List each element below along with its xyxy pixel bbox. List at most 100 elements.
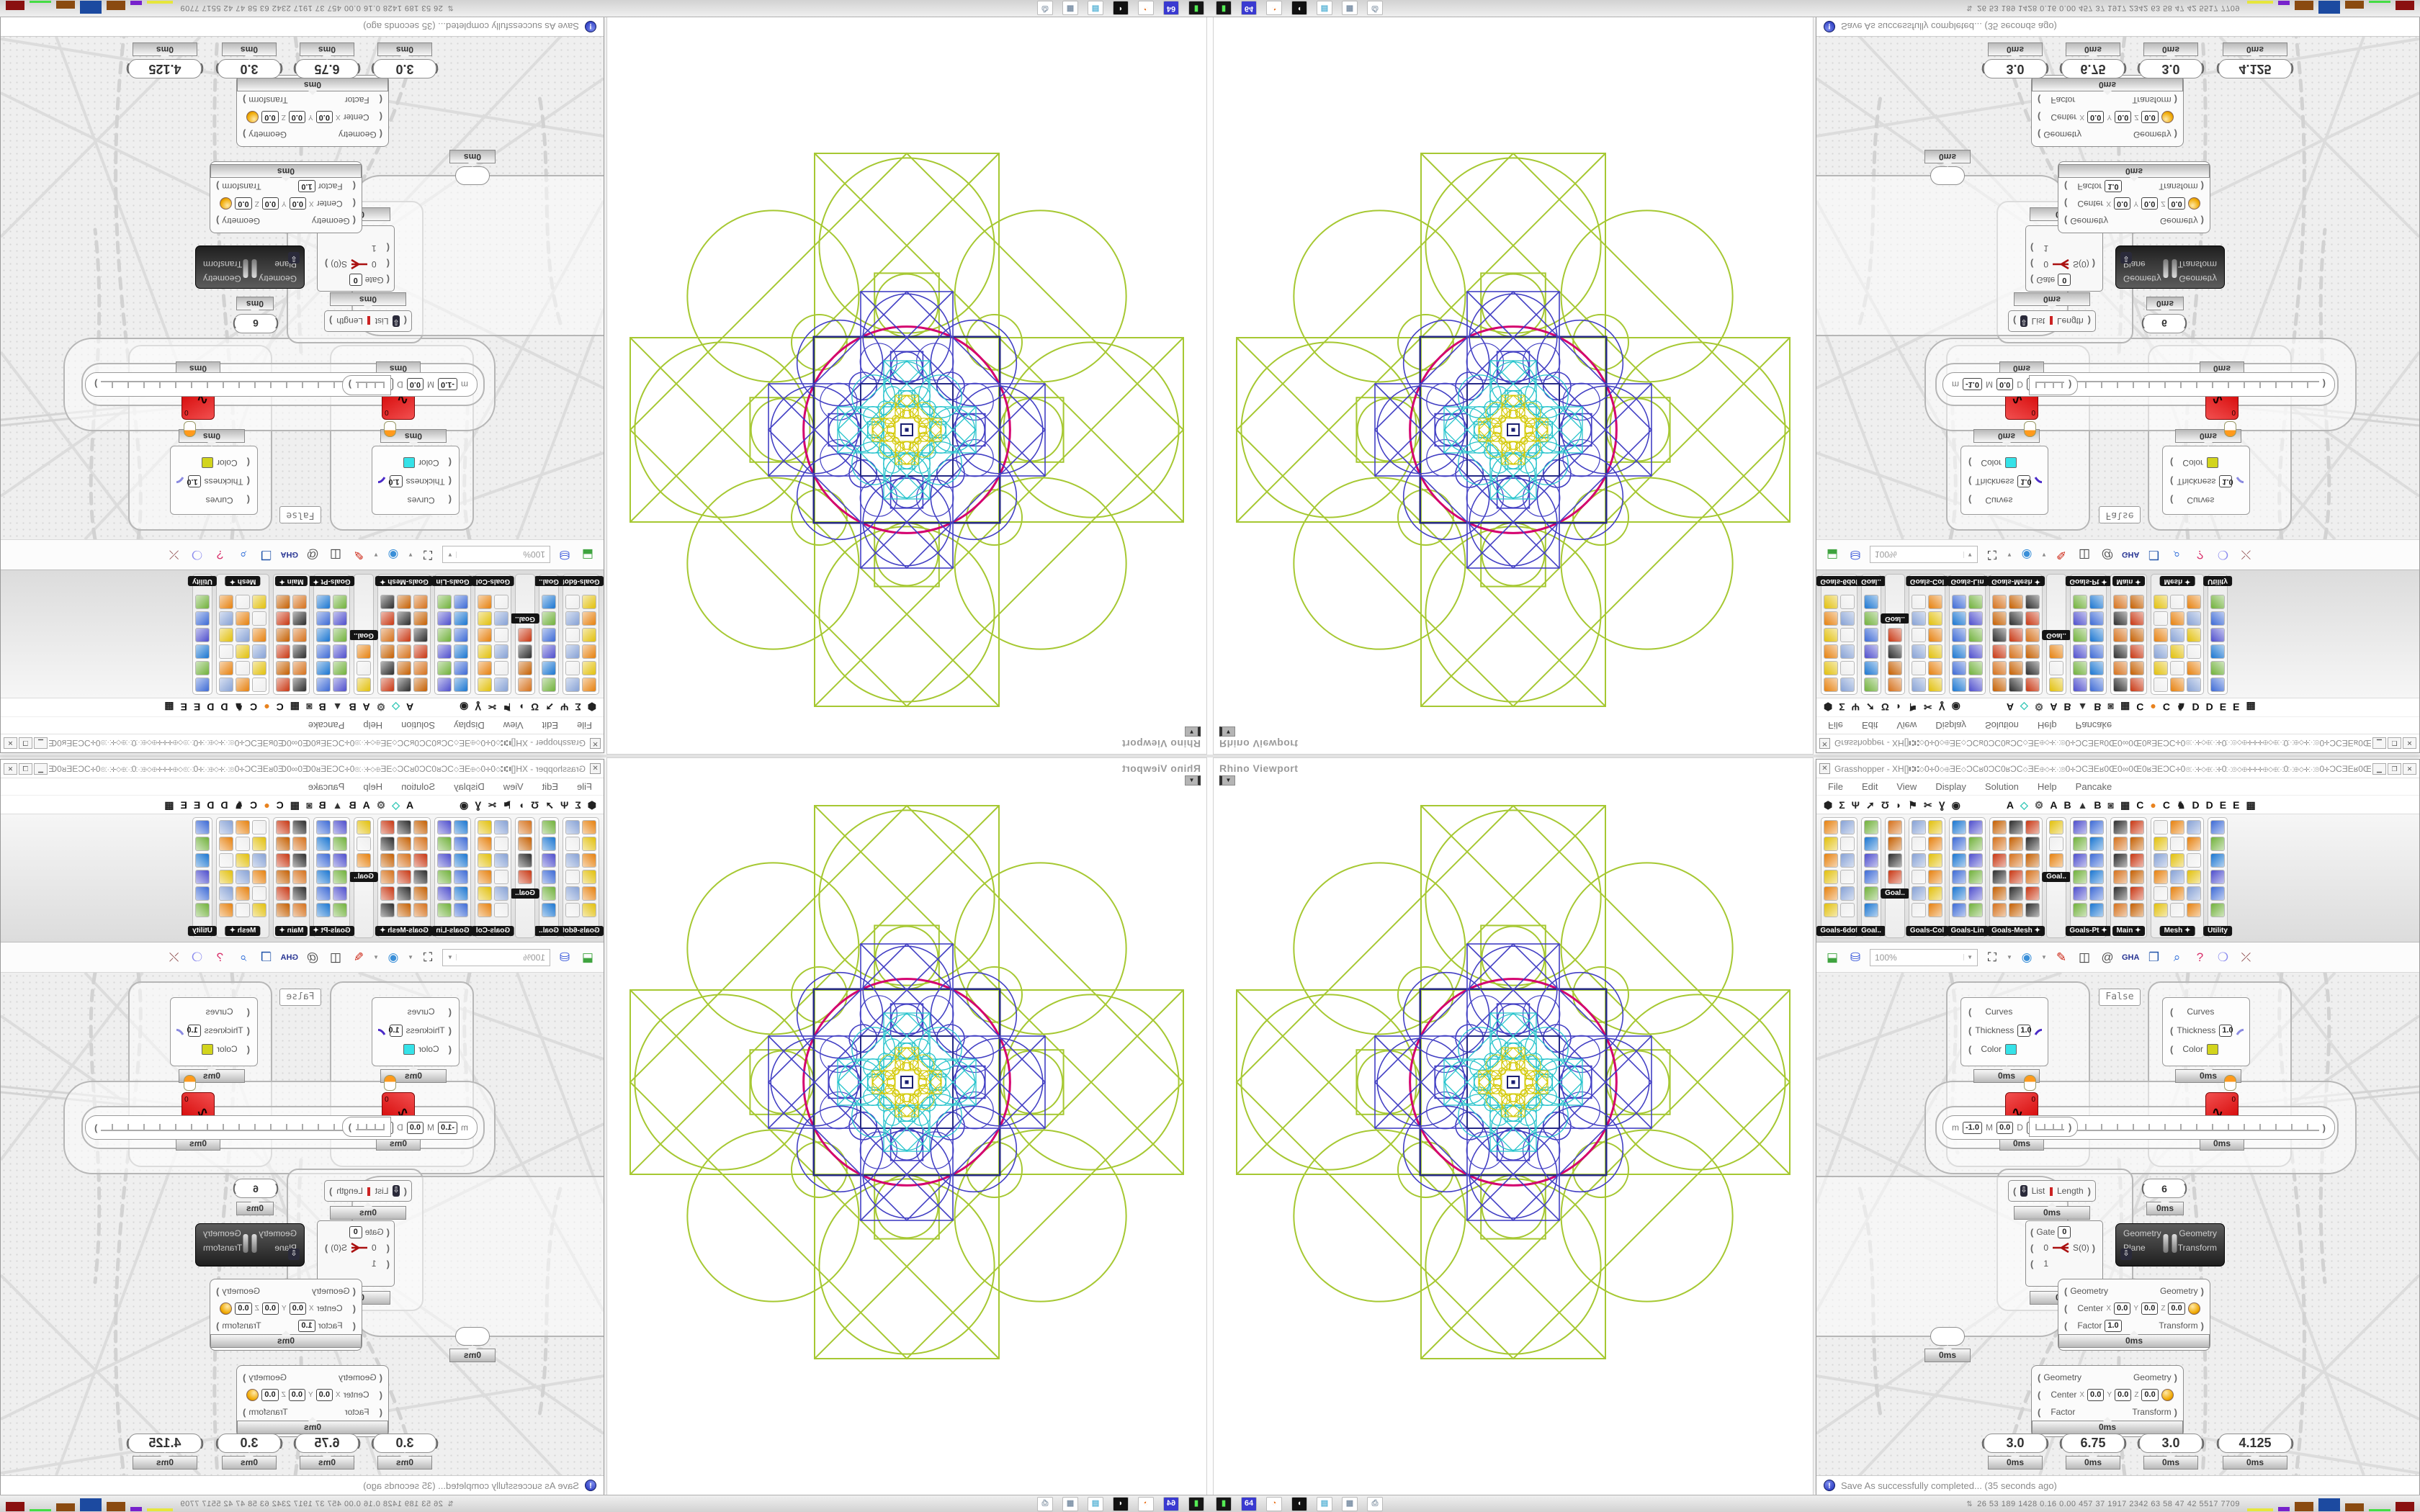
- component-icon[interactable]: [1968, 820, 1983, 834]
- zoom-level-input[interactable]: 100% ▼: [442, 546, 550, 564]
- canvas[interactable]: (Curves(Thickness 1.0(Color 0ms(Curves(Thi…: [1816, 973, 2419, 1475]
- component-icon[interactable]: [1992, 870, 2007, 884]
- category-tab-icon[interactable]: ♞: [2176, 701, 2186, 714]
- component-icon[interactable]: [195, 611, 210, 626]
- component-icon[interactable]: [494, 870, 508, 884]
- component-icon[interactable]: [1888, 837, 1902, 851]
- rhino-icon[interactable]: ◖: [1291, 1496, 1307, 1511]
- category-tab-icon[interactable]: ▦: [2120, 798, 2130, 811]
- component-icon[interactable]: [2073, 611, 2087, 626]
- component-icon[interactable]: [2170, 678, 2184, 692]
- component-icon[interactable]: [478, 678, 492, 692]
- menu-item-display[interactable]: Display: [1935, 720, 1966, 731]
- number-slider[interactable]: (3.0): [215, 59, 283, 78]
- component-icon[interactable]: [195, 886, 210, 901]
- warning-balloon-icon[interactable]: [384, 1075, 396, 1091]
- component-icon[interactable]: [2025, 886, 2040, 901]
- category-tab-icon[interactable]: ⚙: [2034, 798, 2044, 811]
- component-icon[interactable]: [2154, 820, 2168, 834]
- close-button[interactable]: ✕: [2403, 762, 2416, 775]
- component-icon[interactable]: [2210, 903, 2225, 917]
- component-icon[interactable]: [582, 611, 596, 626]
- component-icon[interactable]: [413, 628, 428, 642]
- wires-icon[interactable]: ⤫: [169, 950, 179, 964]
- component-icon[interactable]: [276, 678, 290, 692]
- component-icon[interactable]: [1840, 595, 1855, 609]
- component-icon[interactable]: [1952, 870, 1966, 884]
- scale-node[interactable]: (Geometry Geometry)(Center X 0.0 Y 0.0 Z 0.0(Fa…: [210, 161, 362, 233]
- category-tab-icon[interactable]: C: [250, 701, 258, 714]
- disk-utility-icon[interactable]: ▮: [1216, 1, 1232, 16]
- component-icon[interactable]: [2113, 628, 2128, 642]
- component-icon[interactable]: [195, 678, 210, 692]
- component-icon[interactable]: [565, 886, 580, 901]
- category-tab-icon[interactable]: Σ: [1839, 798, 1845, 811]
- panel-group-label[interactable]: Goals-Pt ✦: [2065, 576, 2112, 586]
- component-icon[interactable]: [1968, 611, 1983, 626]
- component-icon[interactable]: [1888, 870, 1902, 884]
- component-icon[interactable]: [1968, 837, 1983, 851]
- component-icon[interactable]: [2089, 837, 2104, 851]
- notepad-icon[interactable]: ▤: [1317, 1496, 1332, 1511]
- scale-node[interactable]: (Geometry Geometry)(Center X 0.0 Y 0.0 Z 0.0(Fa…: [236, 1365, 389, 1437]
- category-tab-icon[interactable]: Ʊ: [531, 701, 539, 714]
- relay-node[interactable]: [1930, 166, 1965, 185]
- transform-mirror-node[interactable]: Geometry Geometry Plane Transform ⇩: [195, 246, 305, 289]
- category-tab-icon[interactable]: E: [2219, 798, 2227, 811]
- menu-item-edit[interactable]: Edit: [1861, 781, 1878, 792]
- zoom-dropdown-icon[interactable]: ▼: [1963, 954, 1973, 960]
- component-icon[interactable]: [1840, 903, 1855, 917]
- number-slider-small[interactable]: (6): [2141, 314, 2187, 333]
- component-icon[interactable]: [316, 886, 331, 901]
- warning-balloon-icon[interactable]: [184, 421, 196, 437]
- component-icon[interactable]: [380, 820, 395, 834]
- number-slider[interactable]: (4.125): [2216, 59, 2294, 78]
- category-tab-icon[interactable]: ▦: [2120, 701, 2130, 714]
- number-slider-small[interactable]: (6): [2141, 1179, 2187, 1198]
- warning-balloon-icon[interactable]: [2024, 421, 2036, 437]
- component-icon[interactable]: [1968, 678, 1983, 692]
- component-icon[interactable]: [236, 820, 250, 834]
- component-icon[interactable]: [1992, 628, 2007, 642]
- component-icon[interactable]: [380, 886, 395, 901]
- category-tab-icon[interactable]: C: [2136, 701, 2144, 714]
- component-icon[interactable]: [2187, 661, 2201, 675]
- component-icon[interactable]: [454, 886, 468, 901]
- component-icon[interactable]: [1824, 678, 1838, 692]
- component-icon[interactable]: [380, 853, 395, 868]
- component-icon[interactable]: [219, 903, 233, 917]
- component-icon[interactable]: [316, 853, 331, 868]
- category-tab-icon[interactable]: ◉: [1951, 798, 1960, 811]
- component-icon[interactable]: [2210, 870, 2225, 884]
- category-tab-icon[interactable]: ♞: [2176, 798, 2186, 811]
- component-icon[interactable]: [565, 853, 580, 868]
- component-icon[interactable]: [219, 820, 233, 834]
- component-icon[interactable]: [478, 853, 492, 868]
- component-icon[interactable]: [276, 595, 290, 609]
- component-icon[interactable]: [2187, 903, 2201, 917]
- boolean-toggle-false[interactable]: False: [2099, 506, 2141, 523]
- component-icon[interactable]: [252, 661, 266, 675]
- component-icon[interactable]: [2130, 678, 2144, 692]
- component-icon[interactable]: [2089, 853, 2104, 868]
- component-icon[interactable]: [1952, 678, 1966, 692]
- component-icon[interactable]: [518, 628, 532, 642]
- printer-icon[interactable]: ⎙: [1037, 1, 1053, 16]
- calculator-icon[interactable]: ▦: [1062, 1496, 1078, 1511]
- component-icon[interactable]: [276, 628, 290, 642]
- component-icon[interactable]: [1968, 870, 1983, 884]
- number-slider[interactable]: (4.125): [2216, 1434, 2294, 1453]
- number-slider[interactable]: (6.75): [293, 59, 361, 78]
- menu-item-help[interactable]: Help: [2037, 720, 2057, 731]
- category-tab-icon[interactable]: Ɣ: [1938, 798, 1945, 811]
- component-icon[interactable]: [2130, 644, 2144, 659]
- component-icon[interactable]: [2187, 611, 2201, 626]
- panel-group-label[interactable]: Goal..: [534, 926, 563, 936]
- component-icon[interactable]: [380, 595, 395, 609]
- category-tab-icon[interactable]: A: [2050, 701, 2058, 714]
- panel-group-label[interactable]: Mesh ✦: [225, 926, 261, 936]
- component-icon[interactable]: [2130, 903, 2144, 917]
- number-slider[interactable]: (3.0): [371, 1434, 439, 1453]
- component-icon[interactable]: [2113, 886, 2128, 901]
- panel-group-label[interactable]: Utility: [188, 576, 217, 586]
